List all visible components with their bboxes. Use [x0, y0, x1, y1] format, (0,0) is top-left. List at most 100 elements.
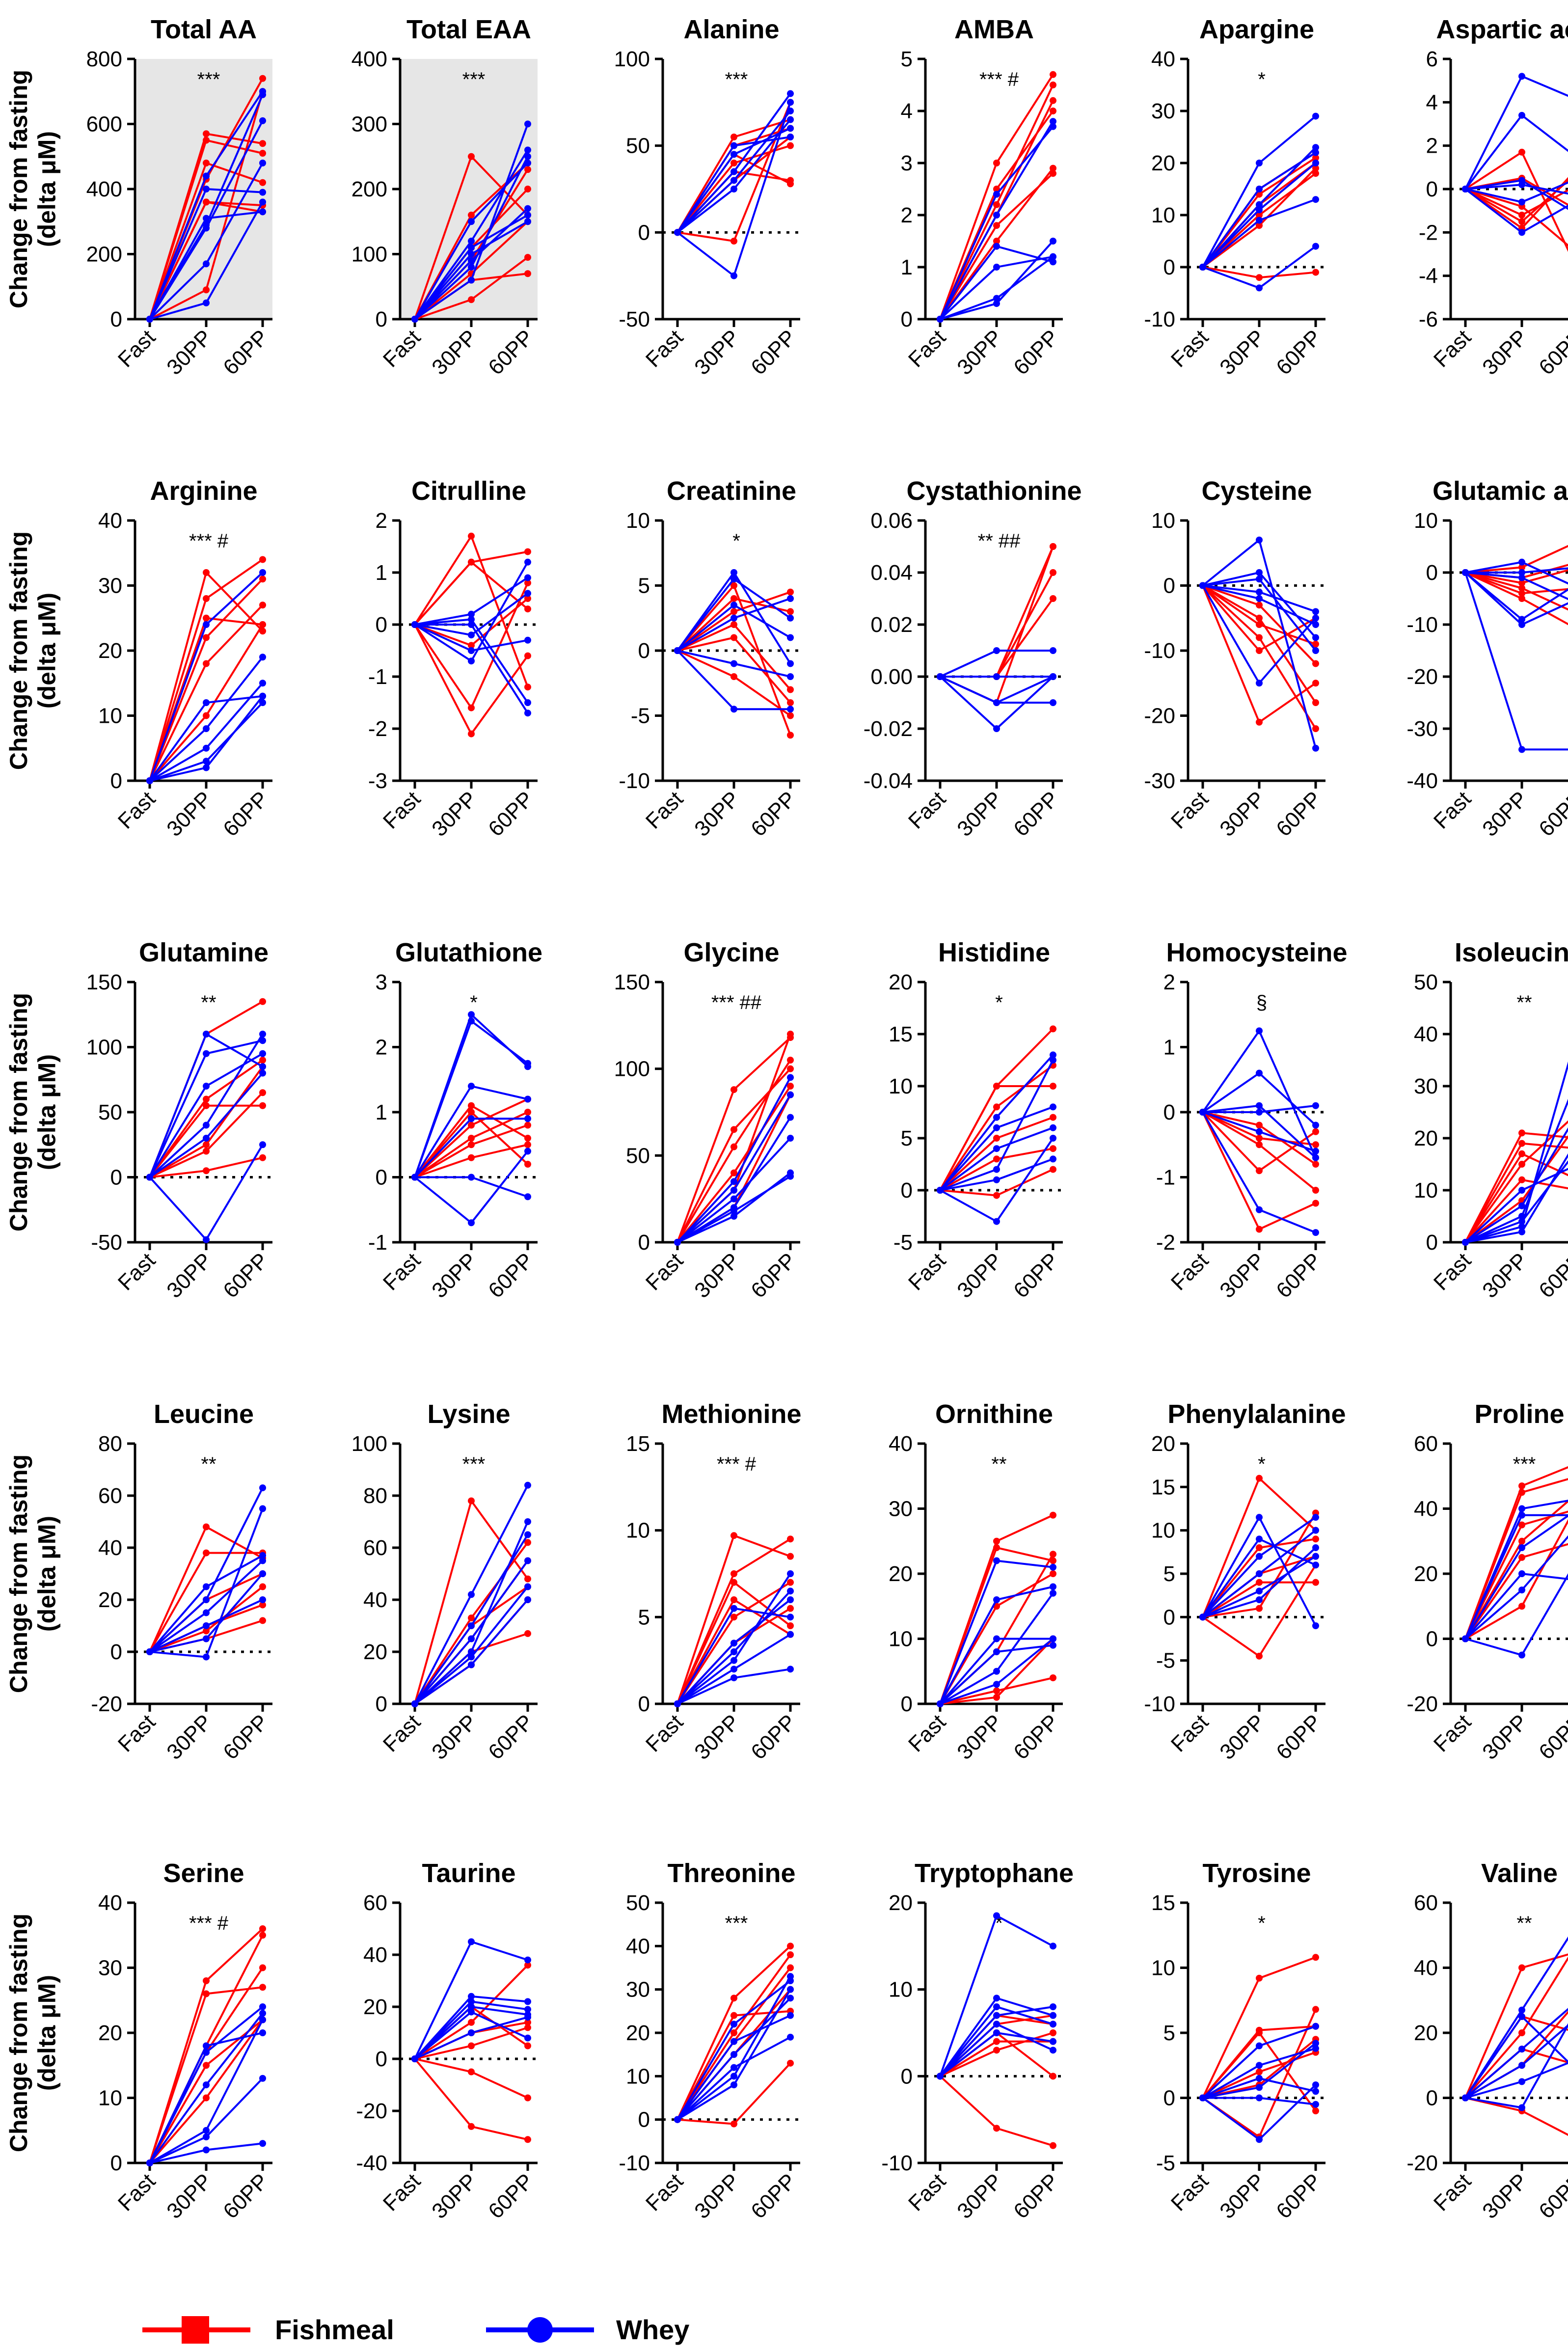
whey-data-point — [524, 1583, 531, 1590]
x-tick-label: Fast — [641, 2169, 688, 2215]
whey-data-point — [1312, 1514, 1319, 1521]
panel-title: Phenylalanine — [1167, 1399, 1346, 1429]
x-tick-label: 60PP — [1009, 1248, 1063, 1303]
y-tick-label: 0 — [1163, 1605, 1175, 1629]
whey-data-point — [993, 1596, 1000, 1603]
fishmeal-data-point — [1256, 1544, 1263, 1551]
y-tick-label: 400 — [86, 177, 122, 201]
fishmeal-data-point — [787, 1553, 794, 1560]
y-tick-label: 40 — [98, 1891, 122, 1915]
whey-data-point — [787, 2012, 794, 2019]
panel-citrulline: Citrulline -3 -2 -1 0 1 2 Fast 30PP 60PP — [368, 476, 538, 841]
whey-data-point — [203, 172, 210, 180]
fishmeal-data-point — [1518, 564, 1525, 571]
whey-data-point — [730, 1213, 737, 1220]
fishmeal-data-point — [730, 1169, 737, 1176]
whey-data-point — [993, 1166, 1000, 1173]
whey-data-point — [259, 1505, 266, 1512]
fishmeal-data-point — [1312, 680, 1319, 687]
whey-data-point — [259, 117, 266, 124]
fishmeal-data-point — [259, 575, 266, 583]
whey-data-point — [524, 1518, 531, 1525]
fishmeal-data-point — [1256, 1579, 1263, 1586]
fishmeal-data-point — [787, 1605, 794, 1612]
x-tick-label: Fast — [1166, 1710, 1213, 1756]
x-tick-label: 30PP — [162, 325, 216, 380]
whey-data-point — [730, 1207, 737, 1215]
fishmeal-subject-line — [939, 1546, 1054, 1704]
x-tick-label: Fast — [904, 1710, 950, 1756]
y-tick-label: 15 — [1151, 1891, 1175, 1915]
whey-data-point — [1256, 2042, 1263, 2050]
y-tick-label: 5 — [901, 1126, 913, 1150]
x-tick-label: 60PP — [484, 1248, 538, 1303]
fishmeal-data-point — [1518, 1537, 1525, 1545]
whey-data-point — [259, 2003, 266, 2010]
x-tick-label: 30PP — [1478, 1710, 1532, 1764]
whey-data-point — [259, 1484, 266, 1492]
whey-data-point — [787, 595, 794, 602]
whey-data-point — [203, 1031, 210, 1038]
whey-data-point — [993, 212, 1000, 219]
y-tick-label: 10 — [1151, 509, 1175, 533]
panel-leucine: Leucine ** -20 0 20 40 60 80 Fast 30PP 60PP Change … — [5, 1399, 273, 1764]
fishmeal-data-point — [524, 2019, 531, 2026]
whey-data-point — [524, 574, 531, 581]
fishmeal-data-point — [1256, 1652, 1263, 1660]
whey-data-point — [1050, 1155, 1056, 1163]
whey-data-point — [1312, 744, 1319, 752]
whey-data-point — [468, 1993, 475, 2000]
fishmeal-data-point — [787, 1951, 794, 1958]
fishmeal-data-point — [993, 1192, 1000, 1199]
y-tick-label: -2 — [1156, 1230, 1175, 1255]
panel-title: Creatinine — [667, 476, 796, 506]
whey-data-point — [524, 120, 531, 128]
x-tick-label: Fast — [113, 2169, 160, 2215]
whey-data-point — [1462, 569, 1469, 576]
whey-data-point — [787, 660, 794, 667]
fishmeal-data-point — [468, 532, 475, 540]
y-tick-label: 5 — [638, 1605, 650, 1629]
whey-data-point — [203, 1236, 210, 1243]
whey-data-point — [259, 680, 266, 687]
whey-data-point — [674, 2116, 681, 2123]
y-tick-label: 0 — [376, 613, 387, 637]
fishmeal-data-point — [1256, 1605, 1263, 1612]
x-tick-label: 60PP — [218, 787, 273, 841]
y-tick-label: 30 — [98, 574, 122, 598]
fishmeal-data-point — [1312, 1141, 1319, 1148]
fishmeal-data-point — [524, 254, 531, 261]
whey-data-point — [1312, 2045, 1319, 2052]
whey-data-point — [787, 1977, 794, 1984]
whey-data-point — [468, 250, 475, 258]
fishmeal-data-point — [259, 150, 266, 157]
x-tick-label: 30PP — [690, 1248, 744, 1303]
fishmeal-data-point — [468, 2123, 475, 2130]
whey-data-point — [730, 1648, 737, 1655]
whey-data-point — [146, 2160, 153, 2166]
y-tick-label: 0.04 — [870, 561, 913, 585]
whey-data-point — [468, 1083, 475, 1090]
panel-title: Ornithine — [935, 1399, 1053, 1429]
significance-annotation: *** — [725, 1913, 748, 1934]
whey-data-point — [1199, 1109, 1206, 1116]
whey-data-point — [1256, 206, 1263, 214]
whey-data-point — [411, 316, 418, 323]
fishmeal-data-point — [468, 1497, 475, 1504]
y-axis-label-line1: Change from fasting — [5, 1454, 32, 1693]
whey-subject-line — [1464, 1936, 1568, 2099]
fishmeal-data-point — [1256, 2068, 1263, 2076]
fishmeal-data-point — [730, 134, 737, 140]
fishmeal-data-point — [1050, 595, 1056, 602]
fishmeal-data-point — [468, 1614, 475, 1622]
fishmeal-data-point — [730, 1532, 737, 1539]
significance-annotation: *** — [725, 69, 748, 90]
fishmeal-data-point — [730, 634, 737, 641]
fishmeal-data-point — [787, 1942, 794, 1950]
whey-data-point — [1518, 1202, 1525, 1209]
whey-data-point — [468, 1017, 475, 1025]
whey-data-point — [259, 1552, 266, 1559]
y-tick-label: 0 — [638, 2108, 650, 2132]
significance-annotation: *** # — [189, 530, 229, 552]
